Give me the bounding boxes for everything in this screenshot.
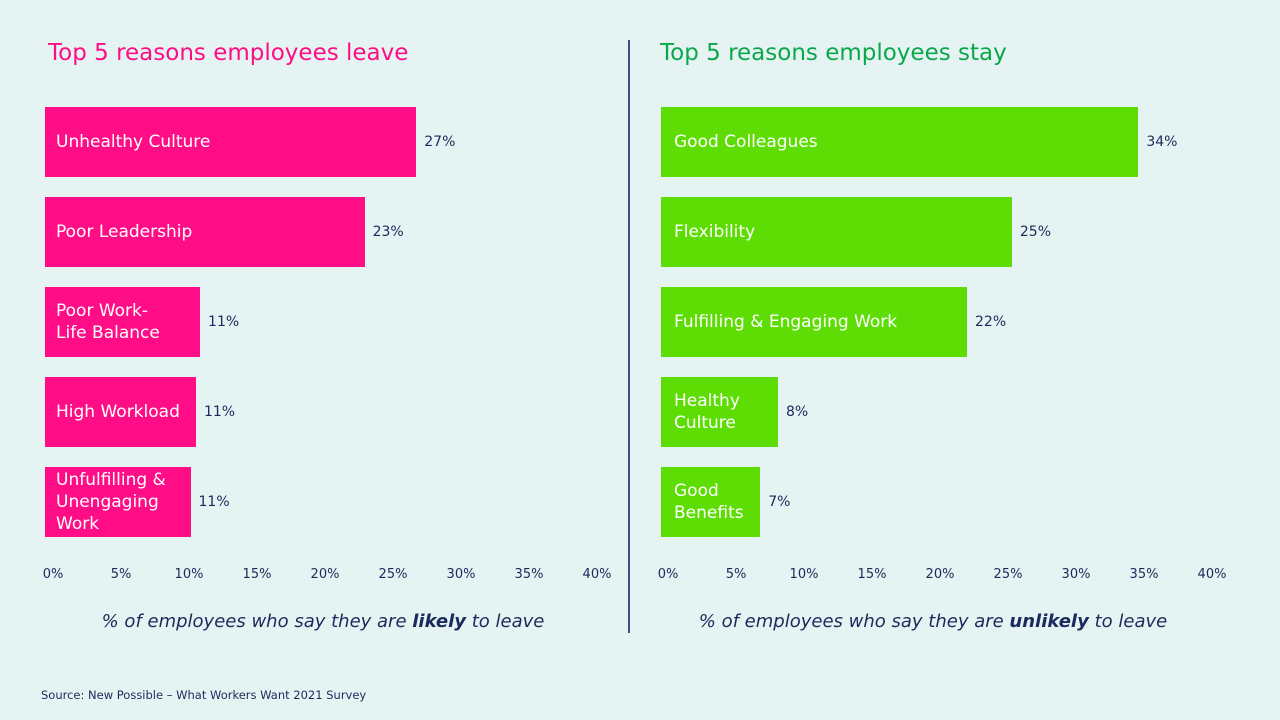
leave-bar-label: Poor Leadership	[56, 222, 193, 242]
stay-bar: Healthy Culture	[661, 377, 778, 447]
leave-x-tick-label: 20%	[310, 567, 340, 582]
leave-bar: High Workload	[45, 377, 196, 447]
stay-value-label: 7%	[768, 494, 791, 510]
leave-axis-caption-after: to leave	[466, 611, 545, 632]
leave-bar-label: Poor Work- Life Balance	[56, 301, 160, 343]
leave-x-tick-label: 15%	[242, 567, 272, 582]
leave-value-label: 23%	[372, 224, 404, 240]
stay-x-tick-label: 0%	[657, 567, 679, 582]
stay-x-tick-label: 25%	[993, 567, 1023, 582]
leave-chart-title: Top 5 reasons employees leave	[48, 40, 409, 66]
stay-value-label: 34%	[1146, 134, 1178, 150]
leave-x-tick-label: 40%	[582, 567, 612, 582]
stay-bar: Good Benefits	[661, 467, 761, 537]
leave-axis-caption-emphasis: likely	[412, 611, 467, 632]
leave-bar: Unhealthy Culture	[45, 107, 417, 177]
stay-bar: Fulfilling & Engaging Work	[661, 287, 967, 357]
leave-value-label: 27%	[424, 134, 456, 150]
leave-x-tick-label: 5%	[110, 567, 132, 582]
leave-chart: Top 5 reasons employees leave Unhealthy …	[0, 0, 612, 660]
leave-value-label: 11%	[203, 404, 236, 420]
leave-x-tick-label: 35%	[514, 567, 544, 582]
leave-x-tick-label: 25%	[378, 567, 408, 582]
leave-value-label: 11%	[208, 314, 240, 330]
stay-x-tick-label: 5%	[725, 567, 747, 582]
stay-value-label: 25%	[1019, 224, 1051, 240]
stay-value-label: 8%	[785, 404, 809, 420]
stay-chart-title: Top 5 reasons employees stay	[660, 40, 1007, 66]
stay-bar-label: Flexibility	[674, 222, 756, 242]
leave-axis-caption: % of employees who say they are likely t…	[102, 611, 545, 632]
stay-x-tick-label: 15%	[857, 567, 887, 582]
stay-axis-caption-emphasis: unlikely	[1009, 611, 1089, 632]
stay-x-tick-label: 40%	[1197, 567, 1227, 582]
leave-bar-label: Unfulfilling & Unengaging Work	[56, 470, 166, 534]
leave-x-tick-label: 30%	[446, 567, 476, 582]
leave-bar: Poor Work- Life Balance	[45, 287, 201, 357]
stay-x-tick-label: 30%	[1061, 567, 1091, 582]
stay-bar-label: Healthy Culture	[674, 391, 740, 433]
leave-bar: Unfulfilling & Unengaging Work	[45, 467, 191, 537]
stay-bar: Flexibility	[661, 197, 1012, 267]
stay-chart: Top 5 reasons employees stay Good Collea…	[615, 0, 1227, 660]
leave-x-tick-label: 0%	[42, 567, 64, 582]
leave-value-label: 11%	[198, 494, 230, 510]
stay-bar-label: Good Colleagues	[674, 132, 818, 152]
panel-divider	[628, 40, 630, 633]
stay-axis-caption-after: to leave	[1088, 611, 1168, 632]
leave-bar-label: Unhealthy Culture	[56, 132, 211, 152]
stay-x-tick-label: 20%	[925, 567, 955, 582]
stay-bar: Good Colleagues	[661, 107, 1139, 177]
stay-bar-label: Good Benefits	[674, 481, 744, 523]
source-note: Source: New Possible – What Workers Want…	[41, 688, 367, 702]
leave-bar-label: High Workload	[56, 402, 180, 422]
leave-bar: Poor Leadership	[45, 197, 365, 267]
leave-x-tick-label: 10%	[174, 567, 204, 582]
stay-axis-caption-before: % of employees who say they are	[698, 611, 1010, 632]
leave-axis-caption-before: % of employees who say they are	[101, 611, 413, 632]
stay-x-tick-label: 10%	[789, 567, 819, 582]
stay-axis-caption: % of employees who say they are unlikely…	[699, 611, 1167, 632]
stay-bar-label: Fulfilling & Engaging Work	[674, 312, 898, 332]
stay-value-label: 22%	[975, 314, 1007, 330]
stay-x-tick-label: 35%	[1129, 567, 1159, 582]
